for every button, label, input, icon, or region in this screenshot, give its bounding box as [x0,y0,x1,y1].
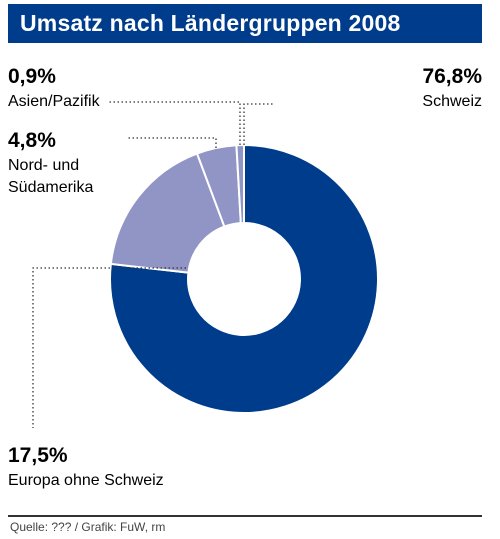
category-label-asien-pazifik: Asien/Pazifik [8,93,101,110]
leader-line-nord-und-sudamerika [126,137,217,148]
source-note: Quelle: ??? / Grafik: FuW, rm [10,520,166,534]
slice-asien-pazifik [235,143,245,225]
category-label-europa-ohne-schweiz: Europa ohne Schweiz [8,472,164,489]
category-label-nord-und-sudamerika-2: Südamerika [8,179,93,196]
title-bar: Umsatz nach Ländergruppen 2008 [8,4,482,43]
leader-line-europa-ohne-schweiz [32,267,186,428]
category-label-nord-und-sudamerika-1: Nord- und [8,157,79,174]
pct-label-schweiz: 76,8% [422,65,482,88]
slice-europa-ohne-schweiz [109,152,226,274]
chart-title: Umsatz nach Ländergruppen 2008 [20,10,401,36]
pct-label-nord-und-sudamerika: 4,8% [8,129,56,152]
leader-line-schweiz [243,103,274,145]
slice-schweiz [109,143,379,414]
footer-rule [8,515,482,517]
pct-label-europa-ohne-schweiz: 17,5% [8,444,68,467]
pct-label-asien-pazifik: 0,9% [8,65,56,88]
category-label-schweiz: Schweiz [422,93,482,110]
